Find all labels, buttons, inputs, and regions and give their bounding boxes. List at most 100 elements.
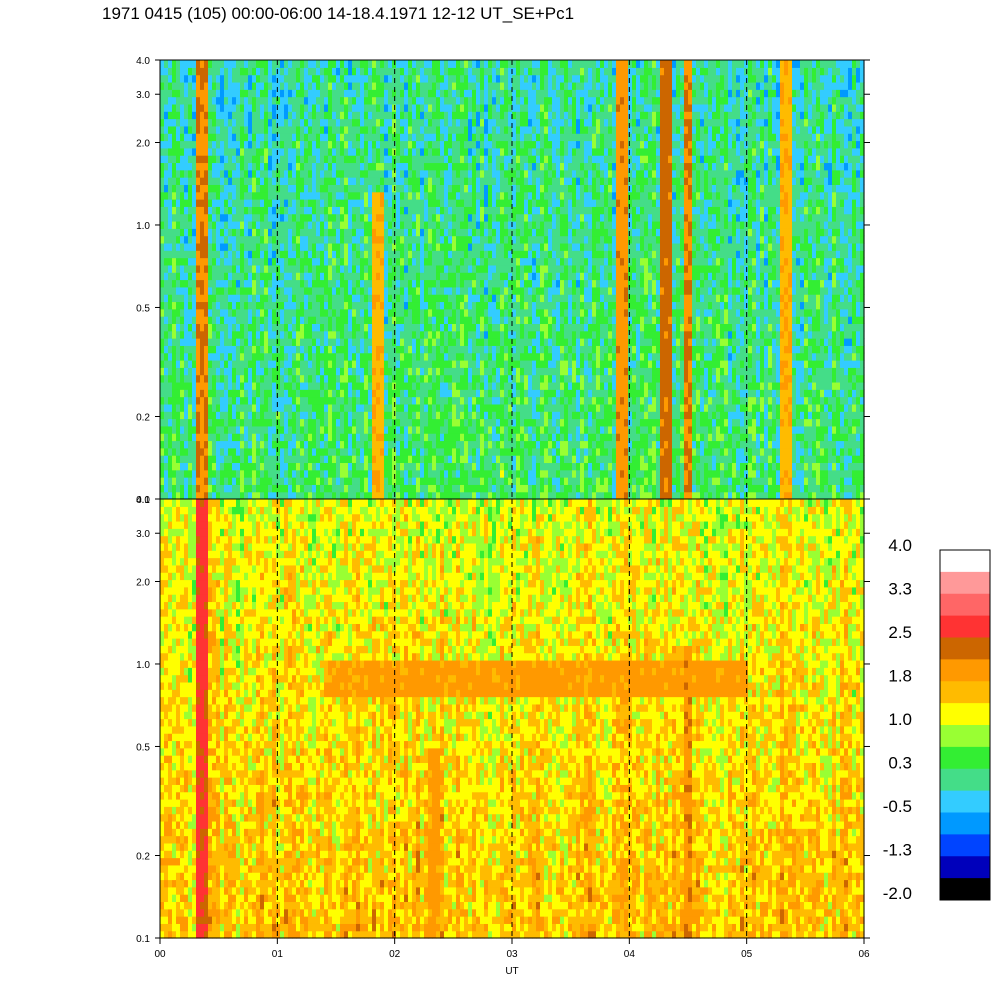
spectrogram-cell [232,484,237,492]
spectrogram-cell [488,214,493,222]
spectrogram-cell [348,177,353,185]
spectrogram-cell [260,426,265,434]
spectrogram-cell [472,265,477,273]
spectrogram-cell [316,214,321,222]
spectrogram-cell [160,119,165,127]
spectrogram-cell [164,272,169,280]
spectrogram-cell [440,419,445,427]
spectrogram-cell [200,353,205,361]
spectrogram-cell [468,214,473,222]
spectrogram-cell [216,389,221,397]
spectrogram-cell [416,360,421,368]
spectrogram-cell [480,331,485,339]
spectrogram-cell [352,258,357,266]
spectrogram-cell [220,484,225,492]
spectrogram-cell [268,309,273,317]
spectrogram-cell [276,360,281,368]
spectrogram-cell [164,470,169,478]
spectrogram-cell [388,265,393,273]
spectrogram-cell [360,397,365,405]
spectrogram-cell [300,367,305,375]
spectrogram-cell [380,484,385,492]
spectrogram-cell [284,177,289,185]
spectrogram-cell [308,199,313,207]
spectrogram-cell [268,345,273,353]
spectrogram-cell [344,162,349,170]
spectrogram-cell [212,440,217,448]
spectrogram-cell [268,331,273,339]
spectrogram-cell [216,440,221,448]
spectrogram-cell [344,440,349,448]
spectrogram-cell [360,301,365,309]
spectrogram-cell [264,301,269,309]
spectrogram-cell [384,250,389,258]
spectrogram-cell [296,155,301,163]
spectrogram-cell [196,148,201,156]
spectrogram-cell [220,82,225,90]
spectrogram-cell [412,221,417,229]
spectrogram-cell [260,309,265,317]
spectrogram-cell [368,228,373,236]
spectrogram-cell [240,338,245,346]
spectrogram-cell [280,353,285,361]
spectrogram-cell [236,133,241,141]
spectrogram-cell [484,258,489,266]
spectrogram-cell [440,89,445,97]
spectrogram-cell [428,280,433,288]
spectrogram-cell [420,397,425,405]
spectrogram-cell [336,104,341,112]
spectrogram-cell [404,199,409,207]
spectrogram-cell [380,492,385,500]
spectrogram-cell [304,360,309,368]
spectrogram-cell [304,419,309,427]
spectrogram-cell [420,177,425,185]
spectrogram-cell [168,258,173,266]
spectrogram-cell [288,170,293,178]
spectrogram-cell [452,162,457,170]
spectrogram-cell [356,243,361,251]
spectrogram-cell [208,126,213,134]
spectrogram-cell [284,345,289,353]
spectrogram-cell [316,404,321,412]
spectrogram-cell [412,228,417,236]
spectrogram-cell [184,148,189,156]
spectrogram-cell [276,97,281,105]
spectrogram-cell [368,272,373,280]
spectrogram-cell [384,477,389,485]
spectrogram-cell [396,280,401,288]
spectrogram-cell [432,140,437,148]
spectrogram-cell [236,75,241,83]
spectrogram-cell [176,470,181,478]
spectrogram-cell [396,228,401,236]
spectrogram-cell [276,375,281,383]
spectrogram-cell [316,301,321,309]
spectrogram-cell [252,316,257,324]
spectrogram-cell [448,448,453,456]
spectrogram-cell [376,170,381,178]
spectrogram-cell [168,331,173,339]
spectrogram-cell [208,440,213,448]
spectrogram-cell [168,462,173,470]
spectrogram-cell [332,301,337,309]
spectrogram-cell [240,228,245,236]
spectrogram-cell [460,119,465,127]
spectrogram-cell [236,433,241,441]
spectrogram-cell [308,60,313,68]
spectrogram-cell [236,375,241,383]
spectrogram-cell [388,60,393,68]
spectrogram-cell [308,148,313,156]
spectrogram-cell [320,236,325,244]
spectrogram-cell [336,294,341,302]
spectrogram-cell [384,148,389,156]
spectrogram-cell [380,426,385,434]
spectrogram-cell [208,309,213,317]
spectrogram-cell [484,419,489,427]
spectrogram-cell [428,148,433,156]
spectrogram-cell [176,148,181,156]
spectrogram-cell [332,250,337,258]
spectrogram-cell [484,155,489,163]
spectrogram-cell [272,111,277,119]
spectrogram-cell [432,119,437,127]
spectrogram-cell [380,462,385,470]
spectrogram-cell [184,440,189,448]
